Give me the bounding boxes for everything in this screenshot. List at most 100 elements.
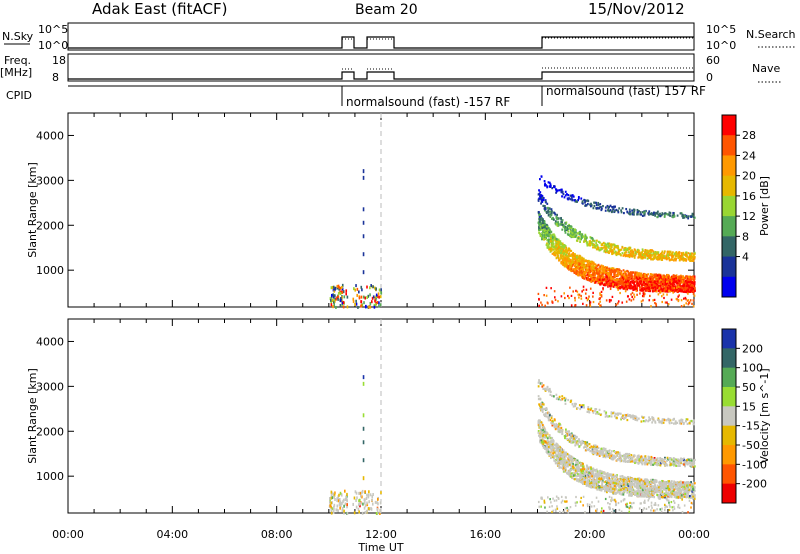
range-cell xyxy=(568,247,571,251)
range-cell xyxy=(565,221,568,224)
range-cell xyxy=(562,193,565,196)
range-cell xyxy=(330,511,333,515)
range-cell xyxy=(601,247,604,250)
range-cell xyxy=(373,303,376,307)
range-cell xyxy=(580,235,583,238)
range-cell xyxy=(623,284,626,287)
range-cell xyxy=(693,294,696,297)
range-cell xyxy=(549,250,552,253)
range-cell xyxy=(540,197,542,200)
range-cell xyxy=(691,212,694,215)
range-cell xyxy=(690,215,693,218)
range-cell xyxy=(687,288,689,291)
range-cell xyxy=(614,205,617,208)
range-cell xyxy=(617,209,619,212)
range-cell xyxy=(631,213,634,216)
range-cell xyxy=(355,491,358,495)
range-cell xyxy=(653,273,656,276)
range-cell xyxy=(692,283,695,286)
range-cell xyxy=(657,251,660,254)
range-cell xyxy=(660,295,663,298)
range-cell xyxy=(643,492,645,495)
range-cell xyxy=(337,509,339,513)
range-cell xyxy=(622,272,625,275)
range-cell xyxy=(540,421,543,424)
range-cell xyxy=(610,475,613,478)
range-cell xyxy=(628,283,631,286)
cpid-row: CPID normalsound (fast) -157 RF normalso… xyxy=(6,84,706,109)
range-cell xyxy=(563,244,566,247)
range-cell xyxy=(683,216,686,219)
range-cell xyxy=(547,243,550,246)
range-cell xyxy=(333,495,335,499)
range-cell xyxy=(636,494,638,498)
range-cell xyxy=(601,282,603,285)
range-cell xyxy=(610,249,613,252)
range-cell xyxy=(635,276,638,279)
range-cell xyxy=(571,228,574,232)
range-cell xyxy=(346,511,349,515)
range-cell xyxy=(692,255,695,258)
range-cell xyxy=(584,270,587,274)
range-cell xyxy=(624,275,627,278)
range-cell xyxy=(353,511,356,515)
range-cell xyxy=(666,282,669,285)
range-cell xyxy=(580,262,583,265)
range-cell xyxy=(577,264,579,267)
range-cell xyxy=(341,501,343,505)
range-cell xyxy=(546,246,549,249)
range-cell xyxy=(361,288,363,292)
range-cell xyxy=(554,298,557,302)
range-cell xyxy=(584,274,587,278)
range-cell xyxy=(688,282,691,286)
range-cell xyxy=(671,251,674,254)
range-cell xyxy=(674,289,677,292)
range-cell xyxy=(599,203,602,206)
colorbar-swatch xyxy=(722,155,736,177)
range-cell xyxy=(574,473,576,476)
range-cell xyxy=(607,245,609,248)
freq-trace xyxy=(68,71,694,80)
range-cell xyxy=(665,290,668,293)
range-cell xyxy=(547,214,550,217)
range-cell xyxy=(564,190,567,193)
range-cell xyxy=(572,474,575,477)
range-cell xyxy=(546,231,549,234)
range-cell xyxy=(684,254,687,257)
range-cell xyxy=(546,185,549,188)
range-cell xyxy=(647,278,650,281)
range-cell xyxy=(589,236,592,239)
range-cell xyxy=(653,289,656,292)
range-cell xyxy=(643,211,645,214)
range-cell xyxy=(619,248,622,252)
range-cell xyxy=(677,486,680,489)
range-cell xyxy=(593,478,596,481)
range-cell xyxy=(615,487,618,491)
range-cell xyxy=(574,235,577,238)
range-cell xyxy=(563,225,565,228)
range-cell xyxy=(659,291,662,294)
range-cell xyxy=(570,225,573,228)
range-cell xyxy=(360,494,362,498)
range-cell xyxy=(688,279,691,282)
range-cell xyxy=(693,277,696,280)
range-cell xyxy=(689,280,692,283)
range-cell xyxy=(373,305,376,309)
range-cell xyxy=(591,272,594,275)
range-cell xyxy=(593,239,596,242)
range-cell xyxy=(584,266,586,269)
range-cell xyxy=(651,289,654,292)
range-cell xyxy=(610,489,613,492)
range-cell xyxy=(610,473,613,476)
range-cell xyxy=(621,491,624,494)
range-cell xyxy=(600,271,603,275)
range-cell xyxy=(571,235,574,238)
range-cell xyxy=(619,490,622,493)
range-cell xyxy=(586,259,589,263)
range-cell xyxy=(553,296,556,299)
range-cell xyxy=(690,252,693,255)
range-cell xyxy=(578,469,581,473)
range-cell xyxy=(690,289,693,292)
range-cell xyxy=(336,286,339,290)
range-cell xyxy=(339,502,342,506)
